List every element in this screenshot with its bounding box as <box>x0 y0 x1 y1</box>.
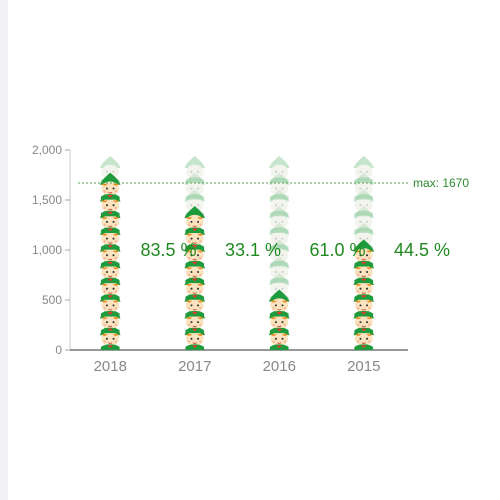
ghost-symbol <box>268 155 290 183</box>
elf-symbol <box>184 205 206 234</box>
ghost-symbol <box>184 155 206 183</box>
y-tick-label: 1,000 <box>32 243 62 257</box>
percent-labels: 83.5 % 33.1 % 61.0 % 44.5 % <box>140 240 450 260</box>
percent-label: 44.5 % <box>394 240 450 260</box>
percent-label: 83.5 % <box>140 240 196 260</box>
ghost-symbol <box>353 155 375 183</box>
x-axis-labels: 2018 2017 2016 2015 <box>94 358 381 375</box>
y-tick-label: 1,500 <box>32 193 62 207</box>
y-tick-label: 500 <box>42 293 62 307</box>
x-tick-label: 2016 <box>263 358 296 375</box>
percent-label: 33.1 % <box>225 240 281 260</box>
max-markline: max: 1670 <box>78 176 469 190</box>
page-left-strip <box>0 0 8 500</box>
data-symbols <box>99 172 375 350</box>
y-tick-label: 2,000 <box>32 143 62 157</box>
elf-symbol <box>99 172 121 200</box>
x-tick-label: 2017 <box>178 358 211 375</box>
y-tick-label: 0 <box>55 343 62 357</box>
max-label: max: 1670 <box>413 176 469 190</box>
x-tick-label: 2018 <box>94 358 127 375</box>
elf-symbol <box>268 289 290 317</box>
y-axis: 0 500 1,000 1,500 2,000 <box>32 143 71 357</box>
x-tick-label: 2015 <box>347 358 380 375</box>
percent-label: 61.0 % <box>309 240 365 260</box>
